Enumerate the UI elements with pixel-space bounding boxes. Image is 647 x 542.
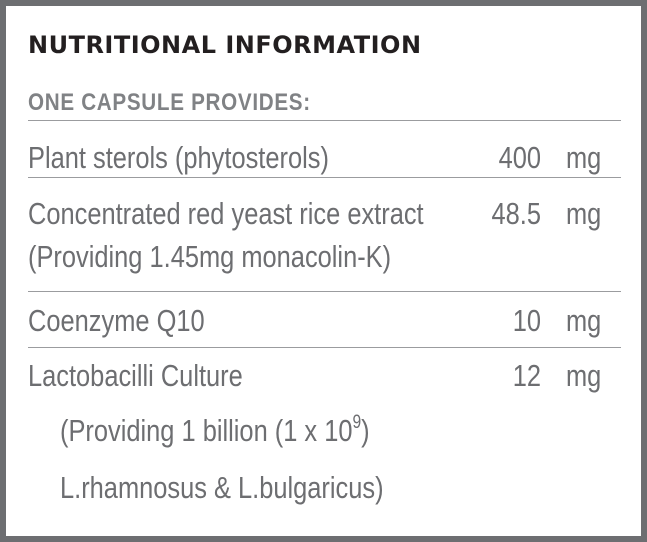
ingredient-unit: mg bbox=[566, 196, 602, 231]
note-prefix: (Providing 1 billion (1 x 10 bbox=[60, 413, 353, 448]
ingredient-unit: mg bbox=[566, 358, 602, 393]
note-exponent: 9 bbox=[352, 412, 362, 433]
ingredient-name: Concentrated red yeast rice extract bbox=[28, 196, 424, 231]
ingredient-amount: 12 bbox=[512, 358, 541, 393]
ingredient-amount: 48.5 bbox=[491, 196, 541, 231]
ingredient-name: Lactobacilli Culture bbox=[28, 358, 243, 393]
ingredient-unit: mg bbox=[566, 303, 602, 338]
ingredient-note: L.rhamnosus & L.bulgaricus) bbox=[60, 470, 384, 505]
panel-subtitle: ONE CAPSULE PROVIDES: bbox=[28, 89, 311, 116]
ingredient-amount: 10 bbox=[512, 303, 541, 338]
table-divider bbox=[28, 291, 621, 292]
table-divider bbox=[28, 177, 621, 178]
note-suffix: ) bbox=[361, 413, 370, 448]
panel-title: NUTRITIONAL INFORMATION bbox=[28, 31, 422, 59]
ingredient-name: Coenzyme Q10 bbox=[28, 303, 205, 338]
table-divider bbox=[28, 120, 621, 121]
ingredient-note: (Providing 1.45mg monacolin-K) bbox=[28, 239, 392, 274]
ingredient-unit: mg bbox=[566, 140, 602, 175]
ingredient-amount: 400 bbox=[498, 140, 541, 175]
ingredient-name: Plant sterols (phytosterols) bbox=[28, 140, 329, 175]
ingredient-note: (Providing 1 billion (1 x 109) bbox=[60, 412, 370, 450]
table-divider bbox=[28, 347, 621, 348]
